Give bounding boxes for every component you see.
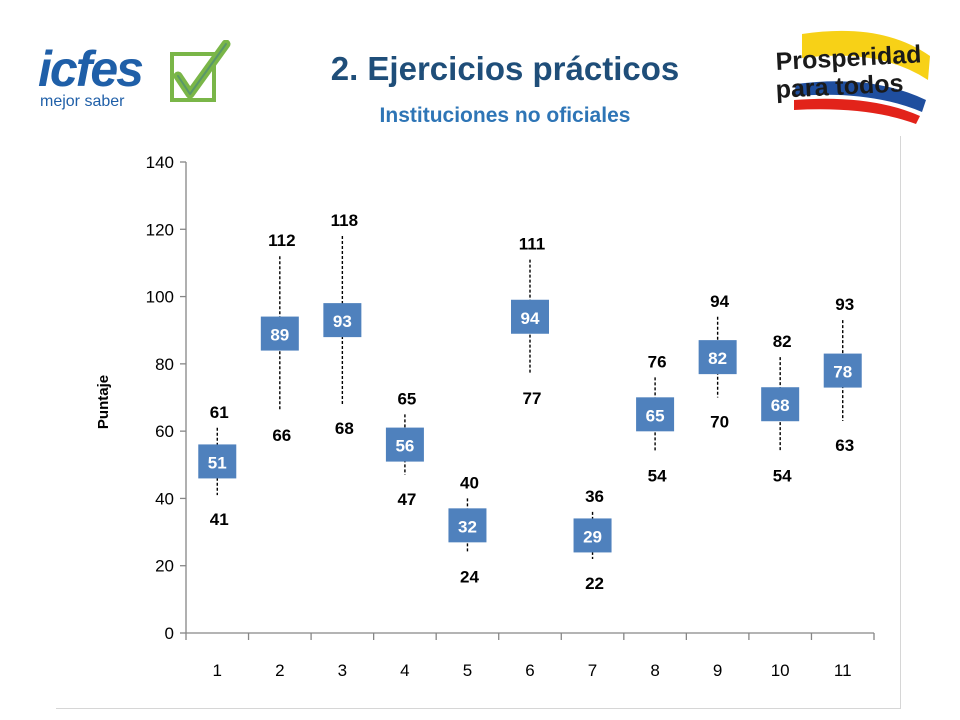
upper-label: 118: [331, 211, 358, 230]
mean-label: 29: [583, 527, 602, 546]
mean-label: 56: [395, 437, 414, 456]
y-axis-label: Puntaje: [95, 375, 112, 429]
lower-label: 47: [397, 490, 416, 509]
lower-label: 63: [835, 436, 854, 455]
lower-label: 77: [523, 389, 542, 408]
upper-label: 93: [835, 295, 854, 314]
lower-label: 22: [585, 574, 604, 593]
mean-label: 82: [708, 349, 727, 368]
upper-label: 61: [210, 403, 229, 422]
mean-box: [260, 316, 299, 351]
upper-label: 40: [460, 473, 479, 492]
lower-label: 54: [773, 466, 792, 485]
upper-label: 76: [648, 352, 667, 371]
upper-label: 94: [710, 292, 729, 311]
mean-label: 93: [333, 312, 352, 331]
mean-box: [636, 397, 675, 432]
prosperidad-logo: Prosperidad para todos: [775, 30, 930, 124]
checkmark-icon: [170, 40, 231, 102]
y-tick-label: 20: [155, 557, 174, 576]
mean-box: [323, 303, 362, 338]
lower-label: 66: [272, 426, 291, 445]
upper-label: 112: [268, 231, 295, 250]
y-tick-label: 80: [155, 355, 174, 374]
page-title: 2. Ejercicios prácticos: [330, 50, 680, 87]
mean-label: 51: [208, 453, 227, 472]
x-tick-labels: 1 2 3 4 5 6 7 8 9 10 11: [213, 661, 852, 680]
lower-label: 24: [460, 567, 479, 586]
lower-label: 68: [335, 419, 354, 438]
icfes-logo-tagline: mejor saber: [40, 93, 125, 110]
mean-box: [573, 518, 612, 553]
icfes-logo-word: icfes: [38, 41, 143, 97]
y-tick-label: 100: [146, 288, 174, 307]
y-tick-label: 140: [146, 153, 174, 172]
mean-label: 94: [521, 309, 540, 328]
mean-label: 68: [771, 396, 790, 415]
chart-panel: 0 20 40 60 80 100 120 140 1 2 3 4 5 6 7 8 9 10 11 51 61 41 8…: [56, 136, 901, 709]
mean-box: [761, 387, 800, 422]
x-tick-label: 10: [771, 661, 790, 680]
mean-box: [698, 340, 737, 375]
x-tick-label: 11: [834, 661, 852, 680]
y-tick-label: 60: [155, 422, 174, 441]
mean-box: [448, 508, 487, 543]
lower-label: 70: [710, 413, 729, 432]
chart-marks: 51 61 41 89 112 66 93 118 68 56 65 47 32 40 24 94 111 77 2…: [198, 211, 862, 593]
page-subtitle: Instituciones no oficiales: [379, 104, 631, 127]
x-tick-label: 5: [463, 661, 472, 680]
x-tick-label: 1: [213, 661, 222, 680]
x-tick-label: 4: [400, 661, 409, 680]
x-tick-label: 2: [275, 661, 284, 680]
mean-box: [385, 427, 424, 462]
y-tick-label: 40: [155, 489, 174, 508]
x-tick-label: 7: [588, 661, 597, 680]
mean-label: 89: [270, 326, 289, 345]
y-tick-label: 0: [165, 624, 174, 643]
mean-box: [823, 353, 862, 388]
x-tick-label: 9: [713, 661, 722, 680]
upper-label: 65: [397, 389, 416, 408]
upper-label: 82: [773, 332, 792, 351]
flag-stripe-red: [794, 98, 920, 124]
mean-box: [198, 444, 237, 479]
y-tick-labels: 0 20 40 60 80 100 120 140: [146, 153, 174, 643]
lower-label: 41: [210, 510, 229, 529]
prosperidad-logo-line2: para todos: [775, 69, 904, 104]
upper-label: 111: [519, 235, 546, 254]
lower-label: 54: [648, 466, 667, 485]
chart-axes: [180, 161, 875, 640]
icfes-logo: icfes mejor saber: [38, 40, 231, 110]
y-tick-label: 120: [146, 220, 174, 239]
x-tick-label: 8: [650, 661, 659, 680]
mean-label: 78: [833, 363, 852, 382]
flag-stripe-blue: [794, 81, 926, 112]
mean-box: [511, 299, 549, 334]
mean-label: 32: [458, 517, 477, 536]
upper-label: 36: [585, 487, 604, 506]
mean-label: 65: [646, 406, 665, 425]
flag-stripe-yellow: [802, 30, 930, 80]
x-tick-label: 3: [338, 661, 347, 680]
x-tick-label: 6: [525, 661, 534, 680]
